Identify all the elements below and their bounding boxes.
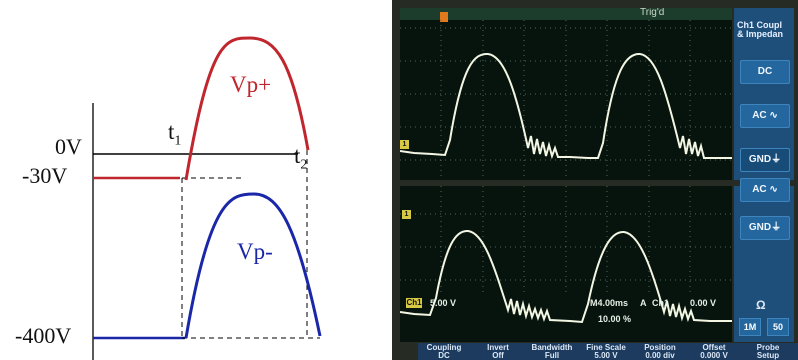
bottom-menu-value: Full: [544, 351, 560, 360]
bottom-menu-label: Fine Scale: [586, 343, 626, 352]
minus30-label: -30V: [22, 163, 68, 188]
coupling-gnd-button-lower[interactable]: GND⏚: [740, 216, 790, 240]
bottom-menu-probe-setup-button[interactable]: Probe Setup: [742, 344, 794, 360]
ch1-badge: Ch1: [406, 298, 422, 308]
ch1-ground-marker-lower: 1: [402, 210, 411, 219]
side-menu-title: Ch1 Coupl & Impedan: [737, 21, 793, 39]
vp-minus-curve: [184, 192, 322, 339]
bottom-menu-value: 0.00 div: [645, 351, 675, 360]
minus400-label: -400V: [15, 323, 72, 348]
bottom-menu-invert-button[interactable]: Invert Off: [472, 344, 524, 360]
bottom-menu-label: Probe: [756, 343, 780, 352]
bottom-menu-label: Coupling: [426, 343, 462, 352]
bottom-menu-value: DC: [438, 351, 450, 360]
upper-graticule: [400, 20, 732, 180]
bottom-menu-value: 0.000 V: [700, 351, 728, 360]
t2-label: t2: [294, 143, 307, 174]
bottom-menu-fine-scale-button[interactable]: Fine Scale 5.00 V: [580, 344, 632, 360]
trigger-source-readout: Ch1: [652, 298, 670, 308]
timebase-readout: M4.00ms: [590, 298, 629, 308]
vp-plus-curve: [184, 36, 310, 181]
bottom-menu-bar: Coupling DC Invert Off Bandwidth Full Fine Sca…: [418, 343, 798, 360]
ground-icon: ⏚: [771, 222, 782, 233]
t1-base: t: [168, 119, 175, 144]
vp-minus-label: Vp-: [237, 239, 273, 264]
trigger-position-marker: [440, 12, 448, 22]
scope-screen-upper: Trig'd 1: [400, 8, 732, 180]
bottom-menu-label: Offset: [702, 343, 726, 352]
scope-top-bar: Trig'd: [400, 8, 732, 20]
coupling-ac-button-lower[interactable]: AC ∿: [740, 178, 790, 202]
coupling-gnd-button[interactable]: GND⏚: [740, 148, 790, 172]
vp-plus-label: Vp+: [230, 72, 272, 97]
bottom-menu-label: Invert: [487, 343, 509, 352]
trigger-position-readout: 10.00 %: [598, 314, 632, 324]
voltage-diagram-graphic: [92, 36, 322, 360]
scope-screen-lower: 1 Ch1 5.00 V M4.00ms A Ch1 0.00 V 10.00 …: [400, 186, 732, 342]
bottom-menu-coupling-button[interactable]: Coupling DC: [418, 344, 470, 360]
ch1-scale-readout: 5.00 V: [430, 298, 457, 308]
impedance-1m-button[interactable]: 1M: [739, 318, 761, 336]
ground-icon: ⏚: [771, 154, 782, 165]
trigger-level-readout: 0.00 V: [690, 298, 717, 308]
oscilloscope-photo: Trig'd 1: [392, 0, 798, 360]
bottom-menu-position-button[interactable]: Position 0.00 div: [634, 344, 686, 360]
coupling-gnd-label: GND: [748, 154, 772, 165]
lower-graticule: [400, 186, 732, 296]
lower-trace: [400, 229, 732, 324]
side-menu-lower: AC ∿ GND⏚ Ω 1M 50: [734, 178, 794, 342]
trigger-status-text: Trig'd: [640, 8, 665, 18]
bottom-menu-value: 5.00 V: [594, 351, 618, 360]
coupling-gnd-label-lower: GND: [748, 222, 772, 233]
coupling-dc-button[interactable]: DC: [740, 60, 790, 84]
t1-label: t1: [168, 119, 181, 150]
coupling-ac-label: AC: [752, 110, 767, 121]
t1-subscript: 1: [174, 133, 182, 149]
bottom-menu-label: Bandwidth: [531, 343, 573, 352]
bottom-menu-value: Setup: [756, 351, 780, 360]
voltage-diagram: 0V -30V -400V t1 t2 Vp+ Vp-: [0, 0, 390, 360]
bottom-menu-value: Off: [492, 351, 504, 360]
impedance-ohm-label: Ω: [756, 298, 766, 312]
bottom-menu-offset-button[interactable]: Offset 0.000 V: [688, 344, 740, 360]
side-menu-title-line2: & Impedan: [737, 29, 784, 39]
lower-waveform-graphic: [400, 186, 732, 324]
upper-waveform-graphic: [400, 20, 732, 180]
zero-volt-label: 0V: [55, 134, 82, 159]
impedance-50-button[interactable]: 50: [767, 318, 789, 336]
sine-icon: ∿: [769, 184, 778, 195]
coupling-ac-label-lower: AC: [752, 184, 767, 195]
t2-base: t: [294, 143, 301, 168]
sine-icon: ∿: [769, 110, 778, 121]
trigger-mode-readout: A: [640, 298, 647, 308]
bottom-menu-label: Position: [644, 343, 676, 352]
ch1-ground-marker-upper: 1: [400, 140, 409, 149]
t2-subscript: 2: [300, 157, 308, 173]
bottom-menu-bandwidth-button[interactable]: Bandwidth Full: [526, 344, 578, 360]
upper-trace: [400, 52, 732, 160]
coupling-ac-button[interactable]: AC ∿: [740, 104, 790, 128]
side-menu-upper: Ch1 Coupl & Impedan DC AC ∿ GND⏚: [734, 8, 794, 180]
side-menu-title-line1: Ch1 Coupl: [737, 20, 782, 30]
